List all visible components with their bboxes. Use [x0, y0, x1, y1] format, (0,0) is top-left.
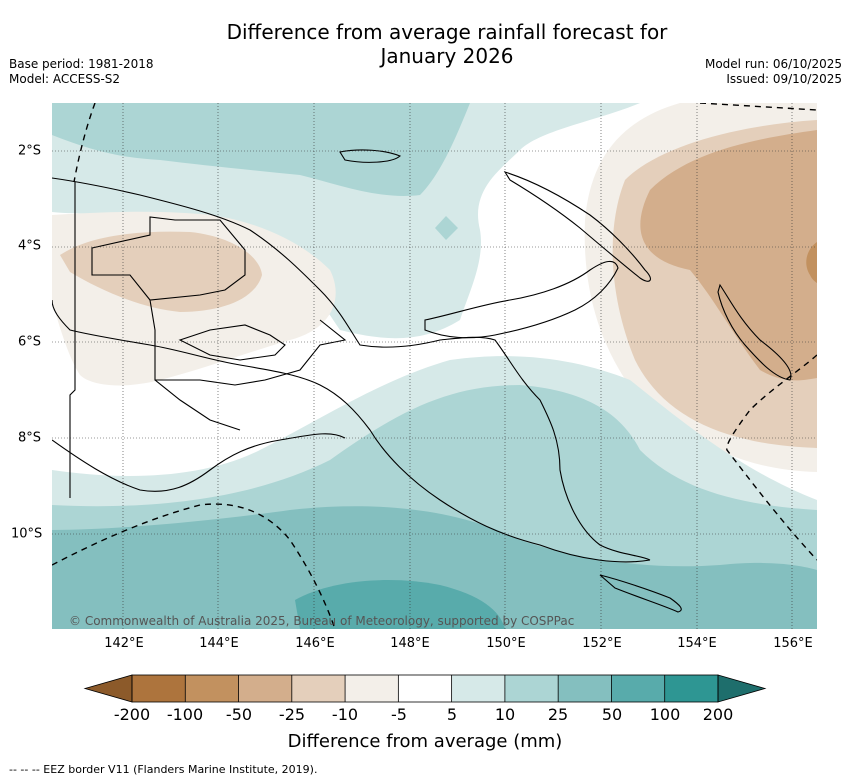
lon-label-152e: 152°E: [582, 636, 622, 651]
chart-title: Difference from average rainfall forecas…: [0, 20, 850, 68]
map-panel: [52, 103, 817, 629]
colorbar-swatch: [558, 675, 612, 702]
base-period: Base period: 1981-2018: [9, 57, 154, 71]
lat-label-8s: 8°S: [18, 430, 42, 446]
colorbar-swatch: [291, 675, 346, 702]
colorbar-swatch: [132, 675, 186, 702]
cb-label-4: -10: [331, 705, 359, 724]
cb-label-3: -25: [278, 705, 306, 724]
eez-south-west: [52, 503, 336, 629]
colorbar-swatch: [611, 675, 666, 702]
shading-south-100mm: [295, 580, 505, 629]
lat-label-10s: 10°S: [11, 526, 43, 542]
shading-west-minus10mm: [60, 231, 262, 312]
shading-north-25mm-spot: [435, 216, 458, 240]
new-ireland-coast: [503, 171, 651, 282]
colorbar-swatch: [504, 675, 559, 702]
png-indonesia-border: [69, 182, 76, 498]
shading-east-minus25mm: [640, 130, 817, 381]
graticule: [52, 103, 817, 629]
cb-label-8: 25: [547, 705, 569, 724]
new-guinea-coast: [52, 177, 651, 563]
eez-north-east: [699, 103, 817, 111]
cb-label-1: -100: [166, 705, 204, 724]
colorbar-arrow-low: [83, 674, 133, 703]
lon-label-156e: 156°E: [773, 636, 813, 651]
eez-east: [726, 354, 817, 561]
issued-date: Issued: 09/10/2025: [726, 72, 842, 86]
model-run: Model run: 06/10/2025: [704, 57, 842, 71]
manus-coast: [339, 149, 402, 163]
colorbar-swatch: [185, 675, 240, 702]
cb-label-9: 50: [601, 705, 623, 724]
colorbar-swatch: [238, 675, 293, 702]
shading-north-25mm: [52, 103, 470, 196]
colorbar-arrow-high: [717, 674, 767, 703]
title-line-1: Difference from average rainfall forecas…: [226, 20, 668, 44]
louisiade-islands: [599, 574, 682, 613]
cb-label-2: -50: [225, 705, 253, 724]
lon-label-142e: 142°E: [104, 636, 144, 651]
province-boundaries: [91, 216, 347, 431]
meta-left: Base period: 1981-2018 Model: ACCESS-S2: [9, 57, 154, 87]
lat-label-2s: 2°S: [18, 143, 42, 159]
colorbar-swatch: [345, 675, 399, 702]
cb-label-11: 200: [702, 705, 734, 724]
cb-label-10: 100: [649, 705, 681, 724]
shading-east-minus50mm: [806, 242, 817, 283]
cb-label-0: -200: [113, 705, 151, 724]
shading-south-50mm: [52, 506, 817, 629]
cb-label-5: -5: [391, 705, 407, 724]
title-line-2: January 2026: [380, 44, 514, 68]
colorbar-title: Difference from average (mm): [287, 731, 563, 752]
lon-label-148e: 148°E: [390, 636, 430, 651]
cb-label-7: 10: [494, 705, 516, 724]
lon-label-144e: 144°E: [199, 636, 239, 651]
lat-label-4s: 4°S: [18, 238, 42, 254]
lat-label-6s: 6°S: [18, 334, 42, 350]
south-coast: [52, 433, 346, 492]
colorbar-swatch: [398, 675, 453, 702]
meta-right: Model run: 06/10/2025 Issued: 09/10/2025: [705, 57, 842, 87]
coastlines: [52, 149, 792, 613]
lon-label-146e: 146°E: [295, 636, 335, 651]
lon-label-154e: 154°E: [677, 636, 717, 651]
bougainville-coast: [717, 283, 792, 381]
copyright-notice: © Commonwealth of Australia 2025, Bureau…: [69, 614, 575, 628]
new-britain-coast: [424, 260, 619, 339]
eez-footnote: -- -- -- EEZ border V11 (Flanders Marine…: [9, 763, 318, 776]
boundaries: [69, 182, 347, 498]
colorbar: [83, 674, 767, 703]
cb-label-6: 5: [446, 705, 458, 724]
model-name: Model: ACCESS-S2: [9, 72, 121, 86]
colorbar-swatch: [664, 675, 719, 702]
eez-borders: [52, 103, 817, 629]
colorbar-swatch: [451, 675, 506, 702]
lon-label-150e: 150°E: [486, 636, 526, 651]
